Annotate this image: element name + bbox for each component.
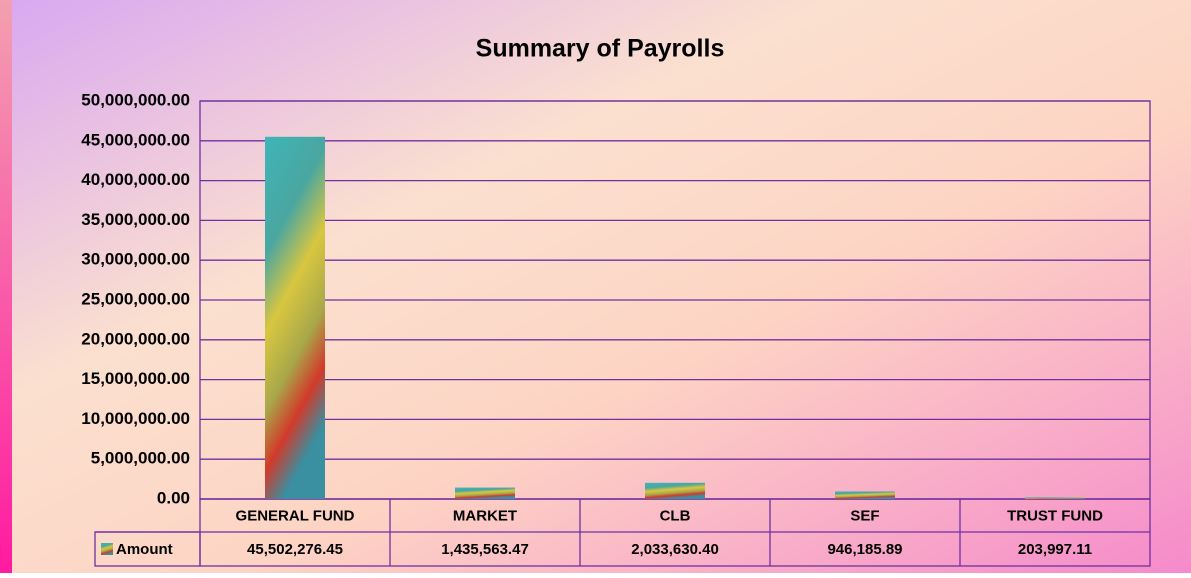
- chart-title: Summary of Payrolls: [476, 35, 725, 63]
- legend-label: Amount: [116, 541, 173, 558]
- y-tick-label: 45,000,000.00: [81, 130, 190, 149]
- x-tick-label: CLB: [660, 507, 691, 524]
- y-tick-label: 50,000,000.00: [81, 90, 190, 109]
- bar: [645, 482, 705, 499]
- y-tick-label: 30,000,000.00: [81, 250, 190, 269]
- bar: [835, 491, 895, 499]
- bar: [1025, 497, 1085, 499]
- y-tick-label: 35,000,000.00: [81, 210, 190, 229]
- x-tick-label: MARKET: [453, 507, 517, 524]
- y-tick-label: 5,000,000.00: [91, 449, 190, 468]
- x-tick-label: SEF: [850, 507, 879, 524]
- y-tick-label: 40,000,000.00: [81, 170, 190, 189]
- legend-swatch: [101, 543, 113, 555]
- y-tick-label: 0.00: [157, 488, 190, 507]
- data-label: 1,435,563.47: [441, 541, 529, 558]
- x-tick-label: GENERAL FUND: [236, 507, 355, 524]
- data-label: 203,997.11: [1018, 541, 1092, 558]
- bar: [265, 136, 325, 499]
- y-tick-label: 15,000,000.00: [81, 369, 190, 388]
- bar: [455, 487, 515, 499]
- data-label: 946,185.89: [827, 541, 902, 558]
- x-tick-label: TRUST FUND: [1007, 507, 1103, 524]
- side-strip: [0, 0, 12, 573]
- data-label: 2,033,630.40: [631, 541, 719, 558]
- data-label: 45,502,276.45: [247, 541, 343, 558]
- y-tick-label: 20,000,000.00: [81, 329, 190, 348]
- y-tick-label: 10,000,000.00: [81, 409, 190, 428]
- y-tick-label: 25,000,000.00: [81, 289, 190, 308]
